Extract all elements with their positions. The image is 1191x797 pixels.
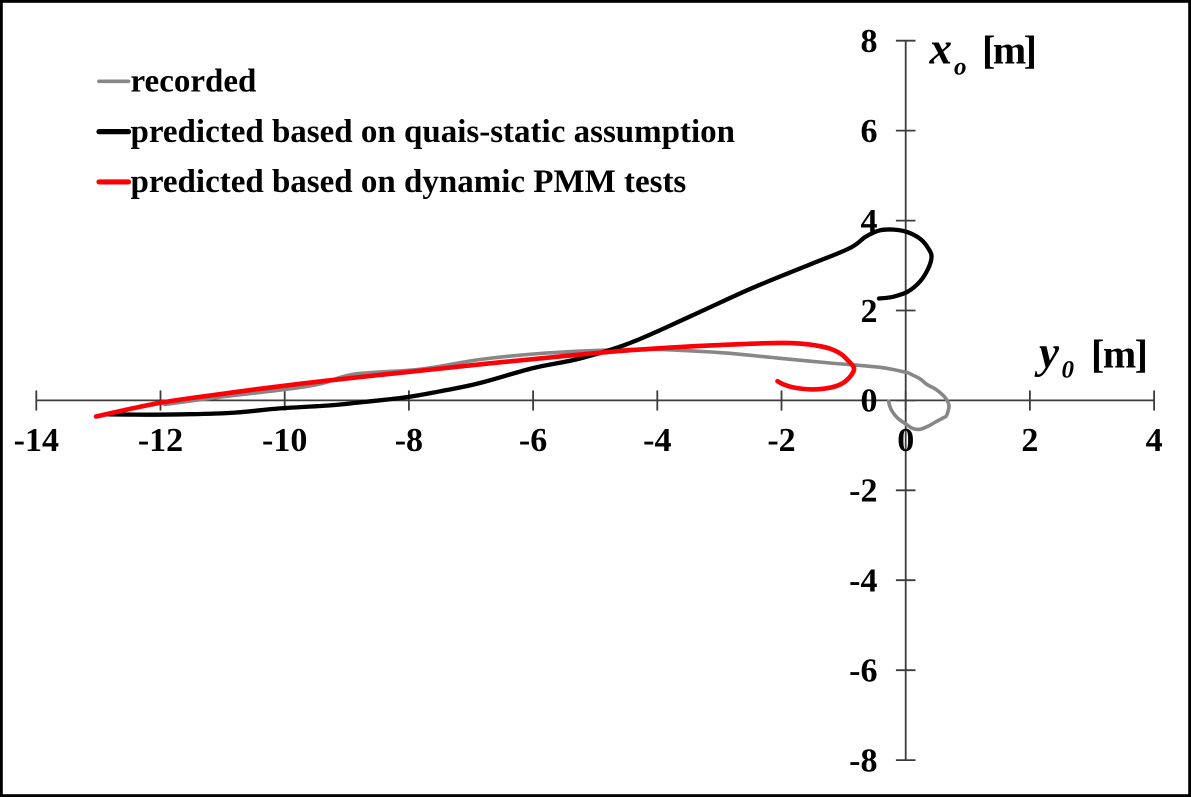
svg-text:[m]: [m] [1091,332,1148,377]
svg-text:recorded: recorded [131,64,257,100]
svg-text:2: 2 [1021,422,1038,459]
svg-text:-2: -2 [849,473,877,510]
svg-text:-8: -8 [395,422,423,459]
svg-text:-10: -10 [262,422,307,459]
svg-text:8: 8 [861,23,878,60]
svg-text:x: x [929,24,953,74]
svg-text:0: 0 [861,383,878,420]
svg-text:[m]: [m] [982,28,1037,73]
svg-text:6: 6 [861,113,878,150]
svg-text:0: 0 [1062,357,1075,384]
svg-text:4: 4 [861,203,878,240]
svg-text:-2: -2 [767,422,795,459]
svg-text:-14: -14 [14,422,59,459]
svg-text:-4: -4 [643,422,671,459]
svg-text:y: y [1034,328,1060,378]
svg-text:-4: -4 [849,563,877,600]
svg-text:2: 2 [861,293,878,330]
svg-text:predicted based on dynamic PMM: predicted based on dynamic PMM tests [131,164,687,200]
svg-text:0: 0 [897,422,914,459]
svg-text:4: 4 [1146,422,1163,459]
svg-text:-6: -6 [519,422,547,459]
svg-text:o: o [954,54,967,81]
svg-text:predicted based on quais-stati: predicted based on quais-static assumpti… [131,114,736,150]
svg-text:-12: -12 [138,422,183,459]
svg-text:-6: -6 [849,653,877,690]
svg-text:-8: -8 [849,742,877,779]
